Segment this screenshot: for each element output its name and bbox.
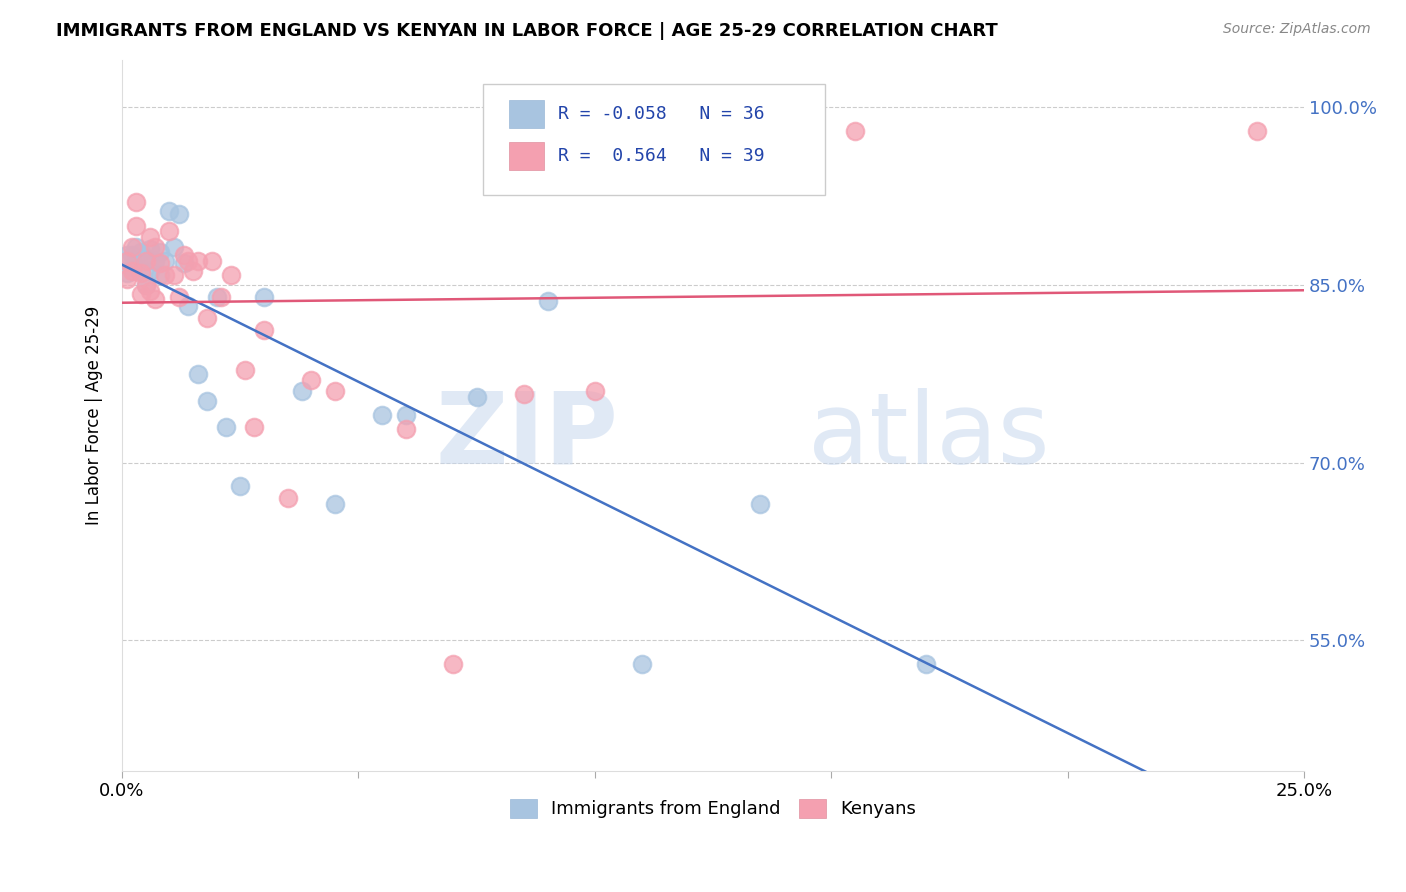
Point xyxy=(129,287,152,301)
Point xyxy=(135,277,157,292)
Point xyxy=(1246,124,1268,138)
Point xyxy=(167,207,190,221)
FancyBboxPatch shape xyxy=(482,85,825,194)
Point xyxy=(129,244,152,259)
Point xyxy=(395,422,418,436)
Point xyxy=(215,420,238,434)
Point xyxy=(536,294,558,309)
Point xyxy=(173,248,195,262)
Point xyxy=(139,263,162,277)
Point xyxy=(149,256,172,270)
Point xyxy=(153,254,176,268)
Point xyxy=(187,367,209,381)
Point xyxy=(513,386,536,401)
Point xyxy=(121,248,143,262)
Text: R = -0.058   N = 36: R = -0.058 N = 36 xyxy=(558,105,765,123)
Point xyxy=(143,292,166,306)
Point xyxy=(187,254,209,268)
Point xyxy=(157,204,180,219)
Point xyxy=(149,268,172,283)
Point xyxy=(195,310,218,325)
Point xyxy=(157,224,180,238)
Point xyxy=(115,248,138,262)
Legend: Immigrants from England, Kenyans: Immigrants from England, Kenyans xyxy=(502,792,924,826)
Point xyxy=(143,254,166,268)
Point xyxy=(139,230,162,244)
Point xyxy=(201,254,224,268)
Point xyxy=(299,373,322,387)
Point xyxy=(323,497,346,511)
Point xyxy=(177,254,200,268)
Point xyxy=(115,254,138,268)
Point xyxy=(253,323,276,337)
Point xyxy=(253,290,276,304)
Point xyxy=(205,290,228,304)
Point xyxy=(139,242,162,256)
Point xyxy=(129,266,152,280)
Point xyxy=(115,266,138,280)
Point xyxy=(243,420,266,434)
Point xyxy=(277,491,299,505)
Point xyxy=(219,268,242,283)
Point xyxy=(441,657,464,671)
Point xyxy=(229,479,252,493)
Point xyxy=(163,240,186,254)
Point xyxy=(149,244,172,259)
FancyBboxPatch shape xyxy=(509,100,544,128)
Point xyxy=(167,290,190,304)
Point xyxy=(139,284,162,298)
Point xyxy=(395,408,418,422)
Point xyxy=(115,272,138,286)
Point xyxy=(631,657,654,671)
Point xyxy=(129,263,152,277)
Point xyxy=(125,194,148,209)
Point xyxy=(291,384,314,399)
Point xyxy=(914,657,936,671)
Point xyxy=(135,254,157,268)
Point xyxy=(143,240,166,254)
Point xyxy=(177,299,200,313)
Text: Source: ZipAtlas.com: Source: ZipAtlas.com xyxy=(1223,22,1371,37)
Text: R =  0.564   N = 39: R = 0.564 N = 39 xyxy=(558,147,765,165)
Point xyxy=(181,263,204,277)
Text: atlas: atlas xyxy=(807,388,1049,485)
Point xyxy=(844,124,866,138)
Point xyxy=(135,277,157,292)
Point xyxy=(121,263,143,277)
Point xyxy=(121,240,143,254)
Point xyxy=(195,393,218,408)
Point xyxy=(583,384,606,399)
Point xyxy=(749,497,772,511)
Point xyxy=(465,390,488,404)
Text: IMMIGRANTS FROM ENGLAND VS KENYAN IN LABOR FORCE | AGE 25-29 CORRELATION CHART: IMMIGRANTS FROM ENGLAND VS KENYAN IN LAB… xyxy=(56,22,998,40)
Point xyxy=(209,290,232,304)
Point xyxy=(173,256,195,270)
Point xyxy=(135,252,157,266)
Point xyxy=(125,254,148,268)
FancyBboxPatch shape xyxy=(509,142,544,170)
Point xyxy=(233,363,256,377)
Text: ZIP: ZIP xyxy=(436,388,619,485)
Point xyxy=(371,408,394,422)
Y-axis label: In Labor Force | Age 25-29: In Labor Force | Age 25-29 xyxy=(86,306,103,524)
Point xyxy=(121,260,143,274)
Point xyxy=(153,268,176,283)
Point xyxy=(125,240,148,254)
Point xyxy=(163,268,186,283)
Point xyxy=(125,219,148,233)
Point xyxy=(323,384,346,399)
